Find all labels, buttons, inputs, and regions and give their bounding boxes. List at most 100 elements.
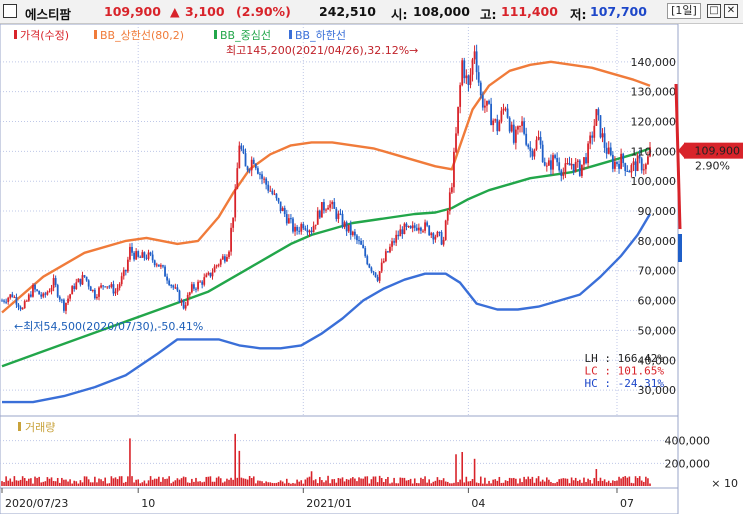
candle-body [5,301,8,303]
volume-bar [170,483,173,486]
y-tick-label: 130,000 [631,86,677,99]
volume-bar [366,476,369,486]
candle-body [525,133,528,145]
volume-bar [7,480,9,486]
candle-body [157,264,160,267]
volume-bar [277,482,280,486]
trading-volume: 242,510 [319,4,376,19]
volume-bar [160,481,162,486]
volume-bar [191,478,193,486]
price-chart: 가격(수정) BB_상한선(80,2) BB_중심선 BB_하한선 최고145,200… [0,24,743,514]
volume-bar [116,479,119,486]
volume-bar [498,476,501,486]
candle-body [353,231,356,236]
legend-swatch [214,30,217,39]
candle-body [473,51,476,60]
candle-body [512,124,515,143]
volume-bar [48,478,51,486]
volume-bar [122,482,125,486]
volume-bar [232,479,234,486]
volume-bar [61,477,63,486]
candle-body [585,157,587,164]
candle-body [153,260,156,266]
volume-bar [585,481,587,486]
volume-bar [300,480,303,486]
candle-body [570,163,573,166]
candle-body [79,278,82,285]
candle-body [98,287,100,297]
candle-body [265,178,268,185]
volume-bar [224,481,226,486]
volume-bar [81,482,84,486]
close-window-icon[interactable]: ✕ [724,4,738,18]
candle-body [219,259,222,265]
candle-body [275,193,278,199]
period-selector[interactable]: [1일] [667,3,701,19]
volume-bar [153,478,156,486]
low-label: 저: [570,7,587,22]
candle-body [531,151,534,157]
volume-bar [430,483,433,486]
volume-bar [556,481,558,486]
x-axis-strip [0,487,679,514]
high-label: 고: [480,7,497,22]
candle-body [442,239,445,245]
volume-bar [222,482,224,486]
candle-body [417,227,420,231]
range-stat: LC : 101.65% [585,365,665,378]
candle-body [199,281,202,283]
candle-body [21,308,24,310]
volume-bar [416,482,418,486]
volume-bar [205,476,208,486]
candle-body [211,272,214,277]
volume-bar [374,476,377,486]
candle-body [494,119,497,121]
candle-body [420,227,422,231]
candle-body [226,257,228,262]
select-checkbox[interactable] [3,4,17,18]
candle-body [17,304,20,307]
volume-bar [477,483,480,486]
candle-body [327,207,329,210]
price-change: 3,100 [185,4,225,19]
volume-bar [482,483,484,486]
candle-body [172,285,175,288]
volume-bar [572,480,575,486]
candle-body [116,287,119,292]
candle-body [180,300,183,303]
volume-bar [201,482,203,486]
candle-body [461,60,464,86]
candle-body [195,288,197,290]
candle-body [176,287,179,291]
candle-body [269,190,272,192]
candle-body [467,75,470,85]
volume-bar [502,482,505,486]
volume-bar [244,478,247,486]
candle-body [636,155,639,172]
candle-body [488,100,490,104]
candle-body [622,153,625,164]
volume-bar [323,482,325,486]
candle-body [620,153,623,169]
volume-bar [166,478,168,486]
restore-window-icon[interactable]: □ [707,4,721,18]
candle-body [318,210,321,218]
volume-bar [457,482,459,486]
candle-body [186,294,189,306]
candle-body [496,119,499,132]
volume-bar [100,479,102,486]
candle-body [401,229,404,235]
candle-body [25,300,28,302]
volume-bar [343,481,346,486]
volume-bar [89,482,92,486]
volume-bar [446,481,449,486]
candle-body [595,109,598,126]
candle-body [287,218,290,224]
volume-bar [541,479,544,486]
volume-bar [508,477,511,486]
candle-body [382,261,385,263]
candle-body [135,251,138,260]
candle-body [591,135,594,138]
y-tick-label: 110,000 [631,145,677,158]
candle-body [389,246,391,253]
